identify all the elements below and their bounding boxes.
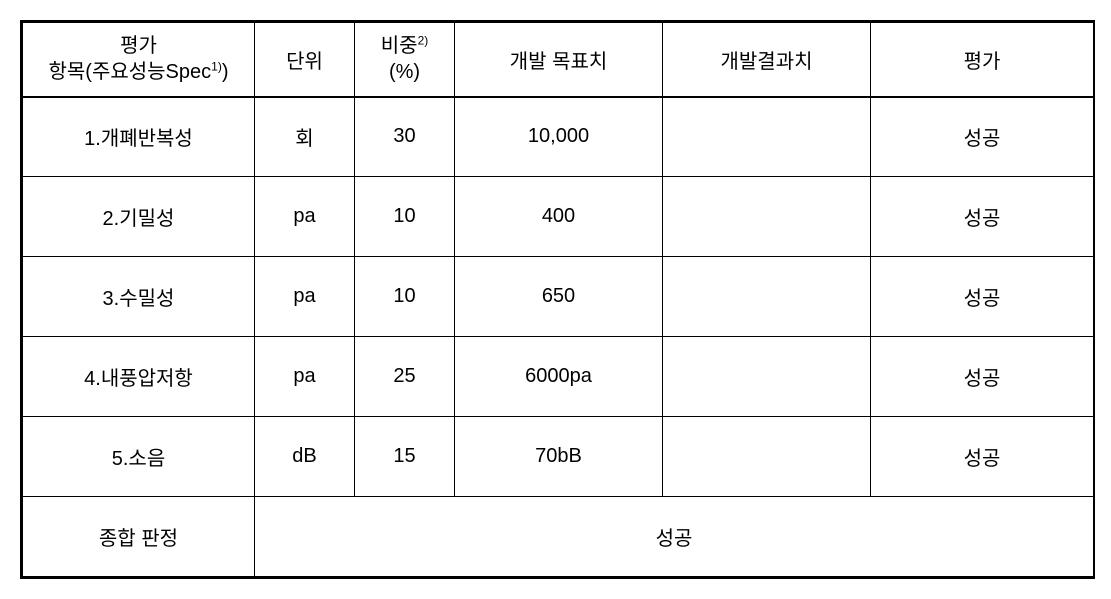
col-header-ratio-sup: 2) <box>418 34 429 48</box>
col-header-item-line2a: 항목(주요성능Spec <box>49 61 212 83</box>
cell-eval: 성공 <box>871 177 1094 257</box>
cell-result <box>663 257 871 337</box>
cell-unit: pa <box>255 177 355 257</box>
col-header-item-line1: 평가 <box>120 35 157 57</box>
table-row: 5.소음 dB 15 70bB 성공 <box>23 417 1094 497</box>
cell-eval: 성공 <box>871 97 1094 177</box>
col-header-target: 개발 목표치 <box>455 23 663 97</box>
cell-ratio: 10 <box>355 177 455 257</box>
table-row: 1.개폐반복성 회 30 10,000 성공 <box>23 97 1094 177</box>
col-header-ratio-line2: (%) <box>389 61 420 83</box>
cell-item: 4.내풍압저항 <box>23 337 255 417</box>
cell-item: 3.수밀성 <box>23 257 255 337</box>
cell-result <box>663 97 871 177</box>
evaluation-table: 평가 항목(주요성능Spec1)) 단위 비중2) (%) 개발 목표치 개발결… <box>22 22 1094 577</box>
col-header-item: 평가 항목(주요성능Spec1)) <box>23 23 255 97</box>
evaluation-table-container: 평가 항목(주요성능Spec1)) 단위 비중2) (%) 개발 목표치 개발결… <box>20 20 1095 579</box>
col-header-ratio-a: 비중 <box>381 35 418 57</box>
cell-eval: 성공 <box>871 337 1094 417</box>
cell-result <box>663 177 871 257</box>
table-header-row: 평가 항목(주요성능Spec1)) 단위 비중2) (%) 개발 목표치 개발결… <box>23 23 1094 97</box>
cell-result <box>663 417 871 497</box>
cell-eval: 성공 <box>871 417 1094 497</box>
col-header-item-sup: 1) <box>211 60 222 74</box>
col-header-ratio: 비중2) (%) <box>355 23 455 97</box>
cell-item: 2.기밀성 <box>23 177 255 257</box>
cell-item: 5.소음 <box>23 417 255 497</box>
col-header-eval: 평가 <box>871 23 1094 97</box>
cell-ratio: 30 <box>355 97 455 177</box>
cell-ratio: 25 <box>355 337 455 417</box>
cell-ratio: 10 <box>355 257 455 337</box>
cell-target: 400 <box>455 177 663 257</box>
cell-target: 70bB <box>455 417 663 497</box>
cell-unit: pa <box>255 257 355 337</box>
cell-result <box>663 337 871 417</box>
table-body: 1.개폐반복성 회 30 10,000 성공 2.기밀성 pa 10 400 성… <box>23 97 1094 577</box>
footer-label: 종합 판정 <box>23 497 255 577</box>
table-row: 3.수밀성 pa 10 650 성공 <box>23 257 1094 337</box>
footer-value: 성공 <box>255 497 1094 577</box>
col-header-result: 개발결과치 <box>663 23 871 97</box>
cell-target: 650 <box>455 257 663 337</box>
cell-unit: 회 <box>255 97 355 177</box>
table-row: 4.내풍압저항 pa 25 6000pa 성공 <box>23 337 1094 417</box>
cell-unit: pa <box>255 337 355 417</box>
cell-eval: 성공 <box>871 257 1094 337</box>
col-header-item-line2b: ) <box>222 61 229 83</box>
col-header-unit: 단위 <box>255 23 355 97</box>
cell-unit: dB <box>255 417 355 497</box>
cell-target: 10,000 <box>455 97 663 177</box>
cell-ratio: 15 <box>355 417 455 497</box>
table-footer-row: 종합 판정 성공 <box>23 497 1094 577</box>
cell-item: 1.개폐반복성 <box>23 97 255 177</box>
cell-target: 6000pa <box>455 337 663 417</box>
table-row: 2.기밀성 pa 10 400 성공 <box>23 177 1094 257</box>
